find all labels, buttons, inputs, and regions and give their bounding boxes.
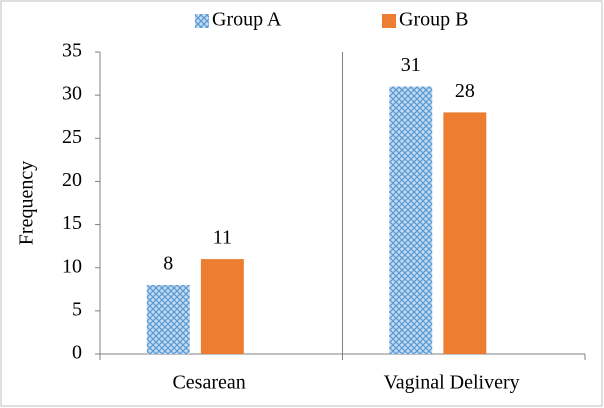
y-tick-label: 35 xyxy=(62,40,82,62)
y-axis-label: Frequency xyxy=(16,161,38,245)
x-tick-label: Cesarean xyxy=(172,372,245,394)
legend-swatch xyxy=(195,14,209,28)
y-tick-label: 10 xyxy=(62,255,82,277)
legend-swatch xyxy=(382,14,396,28)
x-tick-label: Vaginal Delivery xyxy=(384,372,520,394)
y-tick-label: 25 xyxy=(62,126,82,148)
legend-label: Group A xyxy=(212,9,282,31)
data-label: 8 xyxy=(163,253,173,275)
data-label: 31 xyxy=(401,54,421,76)
data-label: 11 xyxy=(213,227,232,249)
bar xyxy=(443,112,487,355)
bar xyxy=(200,259,244,354)
data-label: 28 xyxy=(455,80,475,102)
y-tick-label: 15 xyxy=(62,212,82,234)
bar xyxy=(146,284,190,354)
bar xyxy=(389,86,433,354)
y-tick-label: 5 xyxy=(72,298,82,320)
y-tick-label: 0 xyxy=(72,342,82,364)
legend-label: Group B xyxy=(399,9,468,31)
y-tick-label: 20 xyxy=(62,169,82,191)
y-tick-label: 30 xyxy=(62,83,82,105)
